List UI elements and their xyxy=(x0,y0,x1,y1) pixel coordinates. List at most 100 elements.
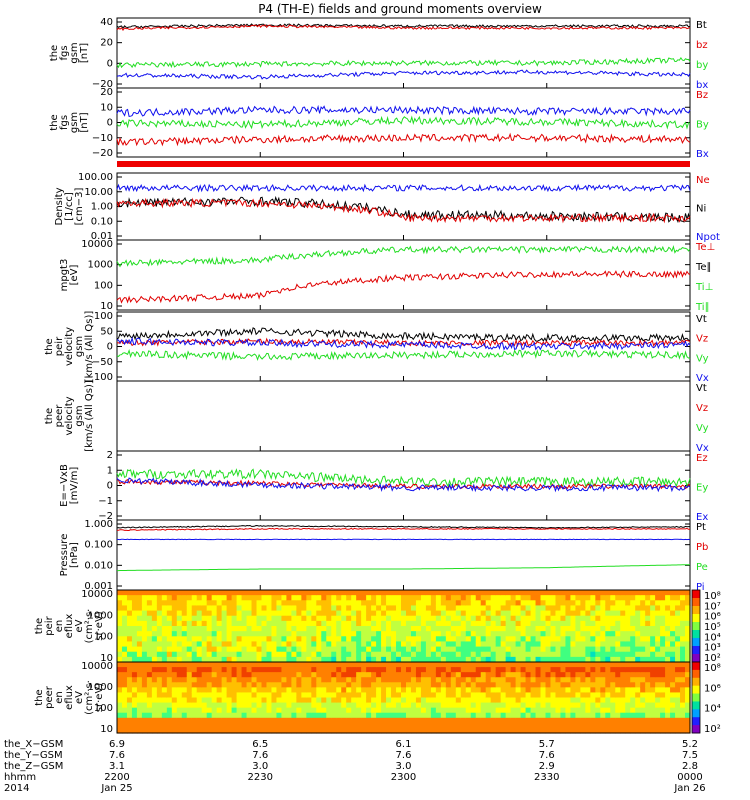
y-axis-label: [1/cc] xyxy=(64,192,75,221)
spectro-cell xyxy=(510,600,517,607)
spectro-cell xyxy=(405,712,412,719)
spectro-cell xyxy=(635,651,641,658)
spectro-cell xyxy=(650,662,656,668)
spectro-cell xyxy=(126,682,133,688)
spectro-cell xyxy=(276,677,283,683)
spectro-cell xyxy=(126,722,133,729)
spectro-cell xyxy=(480,651,487,658)
spectro-cell xyxy=(405,692,412,699)
y-axis-label: peir xyxy=(54,336,65,356)
spectro-cell xyxy=(121,717,128,724)
spectro-cell xyxy=(141,631,148,637)
spectro-cell xyxy=(396,682,402,688)
spectro-cell xyxy=(630,702,636,709)
spectro-cell xyxy=(296,620,302,627)
spectro-cell xyxy=(660,605,666,612)
spectro-cell xyxy=(256,722,263,729)
spectro-cell xyxy=(570,697,576,704)
spectro-cell xyxy=(625,727,631,734)
spectro-cell xyxy=(540,677,547,683)
spectro-cell xyxy=(136,727,143,734)
spectro-cell xyxy=(585,610,591,617)
spectro-cell xyxy=(206,682,213,688)
spectro-cell xyxy=(405,667,412,673)
spectro-cell xyxy=(640,620,646,627)
spectro-cell xyxy=(555,687,562,694)
spectro-cell xyxy=(146,610,153,617)
spectro-cell xyxy=(555,702,562,709)
spectro-cell xyxy=(296,667,302,673)
series-bz xyxy=(116,24,691,31)
spectro-cell xyxy=(410,610,417,617)
spectro-cell xyxy=(510,727,517,734)
y-axis-label: eflux xyxy=(64,685,75,710)
spectro-cell xyxy=(341,636,347,643)
spectro-cell xyxy=(276,636,283,643)
spectro-cell xyxy=(545,672,552,678)
spectro-cell xyxy=(256,717,263,724)
spectro-cell xyxy=(326,677,332,683)
spectro-cell xyxy=(650,682,656,688)
spectro-cell xyxy=(401,672,407,678)
spectro-cell xyxy=(440,697,447,704)
spectro-cell xyxy=(276,697,283,704)
spectro-cell xyxy=(321,697,327,704)
spectro-cell xyxy=(475,605,482,612)
spectro-cell xyxy=(366,600,372,607)
spectro-cell xyxy=(231,667,238,673)
spectro-cell xyxy=(435,682,442,688)
spectro-cell xyxy=(680,687,686,694)
spectro-cell xyxy=(610,646,616,653)
panel-p6: the peer velocity gsm [km/s (All Qs)] VtVzVyV… xyxy=(44,380,709,454)
spectro-cell xyxy=(221,605,228,612)
spectro-cell xyxy=(645,636,651,643)
legend-Ti⊥: Ti⊥ xyxy=(695,282,713,293)
y-axis-label: [mV/m] xyxy=(69,467,80,505)
spectro-cell xyxy=(515,707,522,714)
spectro-cell xyxy=(391,677,397,683)
spectro-cell xyxy=(425,707,432,714)
spectro-cell xyxy=(376,667,382,673)
spectro-cell xyxy=(246,672,253,678)
spectro-cell xyxy=(121,707,128,714)
spectro-cell xyxy=(435,672,442,678)
spectro-cell xyxy=(635,656,641,663)
spectro-cell xyxy=(675,722,681,729)
spectro-cell xyxy=(485,620,492,627)
spectro-cell xyxy=(615,600,621,607)
spectro-cell xyxy=(231,646,238,653)
spectro-cell xyxy=(226,727,233,734)
spectro-cell xyxy=(291,615,297,622)
spectro-cell xyxy=(430,605,437,612)
spectro-cell xyxy=(166,631,173,637)
spectro-cell xyxy=(221,641,228,648)
spectro-cell xyxy=(685,692,691,699)
spectro-cell xyxy=(326,707,332,714)
spectro-cell xyxy=(505,707,512,714)
spectro-cell xyxy=(251,697,258,704)
spectro-cell xyxy=(256,646,263,653)
spectro-cell xyxy=(241,672,248,678)
spectro-cell xyxy=(595,667,601,673)
spectro-cell xyxy=(256,692,263,699)
spectro-cell xyxy=(266,656,273,663)
spectro-cell xyxy=(475,707,482,714)
spectro-cell xyxy=(321,595,327,601)
spectro-cell xyxy=(341,697,347,704)
spectro-cell xyxy=(146,727,153,734)
spectro-cell xyxy=(156,662,163,668)
spectro-cell xyxy=(161,615,168,622)
spectro-cell xyxy=(181,626,188,632)
spectro-cell xyxy=(216,702,223,709)
spectro-cell xyxy=(236,722,243,729)
spectro-cell xyxy=(425,677,432,683)
spectro-cell xyxy=(366,682,372,688)
spectro-cell xyxy=(640,595,646,601)
spectro-cell xyxy=(585,682,591,688)
spectro-cell xyxy=(525,672,532,678)
spectro-cell xyxy=(425,687,432,694)
spectro-cell xyxy=(495,707,502,714)
spectro-cell xyxy=(620,697,626,704)
spectro-cell xyxy=(440,641,447,648)
spectro-cell xyxy=(470,672,477,678)
